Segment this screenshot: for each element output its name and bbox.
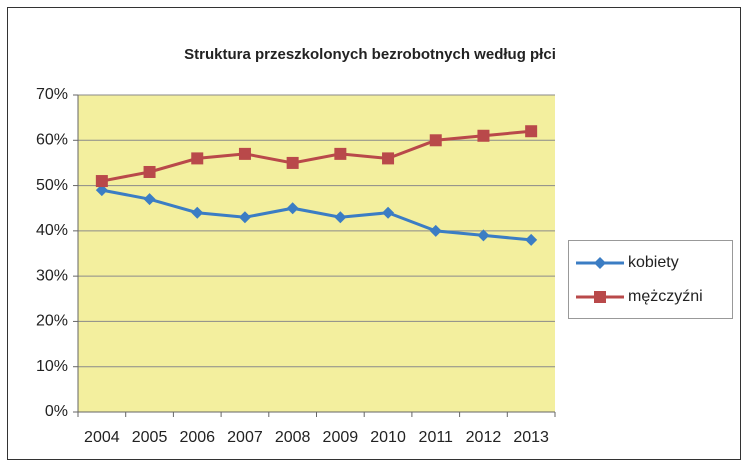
y-tick-label: 50%	[36, 177, 68, 194]
legend-marker	[594, 291, 606, 303]
data-point	[238, 211, 251, 224]
x-tick-label: 2004	[84, 429, 120, 446]
data-point	[382, 152, 395, 165]
data-point	[334, 147, 347, 160]
x-tick-label: 2011	[419, 429, 454, 446]
y-tick-label: 0%	[45, 403, 68, 420]
series-line	[101, 129, 532, 183]
legend-box	[568, 240, 733, 319]
x-tick-label: 2013	[513, 429, 549, 446]
y-tick-label: 10%	[36, 358, 68, 375]
x-tick-label: 2008	[275, 429, 311, 446]
chart-title: Struktura przeszkolonych bezrobotnych we…	[184, 46, 556, 63]
data-point	[95, 175, 108, 188]
data-point	[334, 211, 347, 224]
data-point	[95, 184, 108, 197]
x-tick-label: 2007	[227, 429, 263, 446]
data-point	[525, 233, 538, 246]
x-tick-label: 2005	[132, 429, 168, 446]
legend-marker	[594, 257, 606, 269]
y-tick-label: 40%	[36, 222, 68, 239]
data-point	[191, 206, 204, 219]
data-point	[286, 156, 299, 169]
data-point	[477, 129, 490, 142]
x-tick-label: 2009	[323, 429, 359, 446]
data-point	[191, 152, 204, 165]
data-point	[429, 134, 442, 147]
data-point	[477, 229, 490, 242]
data-point	[143, 165, 156, 178]
legend-label: mężczyźni	[628, 288, 703, 305]
x-tick-label: 2010	[370, 429, 406, 446]
y-tick-label: 30%	[36, 267, 68, 284]
data-point	[143, 193, 156, 206]
x-tick-label: 2012	[466, 429, 502, 446]
series-line	[101, 188, 532, 242]
data-point	[429, 224, 442, 237]
legend-label: kobiety	[628, 254, 679, 271]
plot-area	[78, 95, 555, 412]
y-tick-label: 70%	[36, 86, 68, 103]
data-point	[238, 147, 251, 160]
y-tick-label: 20%	[36, 313, 68, 330]
data-point	[525, 125, 538, 138]
x-tick-label: 2006	[179, 429, 215, 446]
data-point	[286, 202, 299, 215]
data-point	[382, 206, 395, 219]
y-tick-label: 60%	[36, 132, 68, 149]
